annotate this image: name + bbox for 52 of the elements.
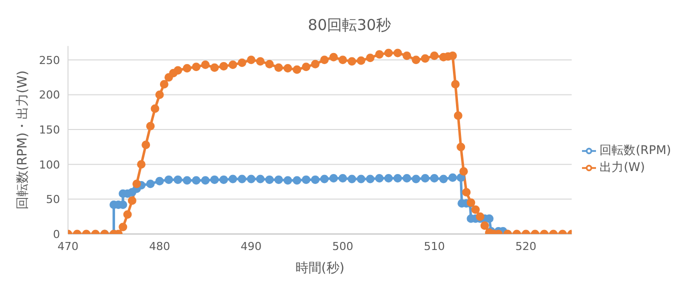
x-axis-title: 時間(秒) [295, 261, 344, 276]
point [174, 175, 182, 184]
point [302, 175, 310, 184]
point [348, 174, 356, 184]
point [430, 174, 439, 183]
point [164, 175, 173, 184]
point [284, 176, 292, 185]
point [256, 174, 265, 184]
point [265, 175, 274, 184]
point [146, 180, 155, 188]
x-tick-label: 520 [515, 240, 536, 253]
point [420, 174, 430, 183]
point [402, 174, 412, 183]
point [311, 175, 320, 184]
x-tick-label: 500 [332, 240, 354, 253]
y-tick-label: 150 [39, 123, 60, 136]
point [274, 175, 283, 184]
point [246, 174, 256, 184]
point [366, 174, 374, 184]
x-tick-label: 490 [240, 240, 262, 253]
y-tick-label: 250 [39, 54, 60, 67]
y-axis-title: 回転数(RPM)・出力(W) [16, 70, 31, 210]
point [201, 176, 210, 185]
y-tick-label: 0 [53, 228, 60, 241]
point [456, 173, 466, 182]
point [210, 175, 219, 184]
point [384, 174, 393, 183]
point [192, 176, 200, 185]
legend-label: 出力(W) [600, 160, 645, 174]
point [155, 176, 164, 186]
point [412, 174, 420, 184]
legend-label: 回転数(RPM) [600, 143, 671, 157]
point [329, 174, 338, 183]
point [393, 174, 402, 183]
point [356, 174, 366, 184]
point [238, 174, 246, 184]
point [375, 174, 384, 183]
x-tick-label: 510 [424, 240, 445, 253]
point [219, 175, 228, 184]
point [292, 176, 302, 185]
y-tick-label: 100 [39, 158, 60, 172]
chart-title: 80回転30秒 [306, 15, 392, 36]
point [182, 176, 192, 185]
point [448, 173, 457, 182]
point [338, 174, 347, 183]
point [228, 174, 238, 184]
point [320, 174, 329, 184]
x-tick-label: 470 [58, 240, 78, 253]
point [439, 174, 448, 184]
y-tick-label: 50 [46, 193, 60, 206]
y-tick-label: 200 [39, 88, 60, 102]
x-tick-label: 480 [149, 240, 170, 253]
